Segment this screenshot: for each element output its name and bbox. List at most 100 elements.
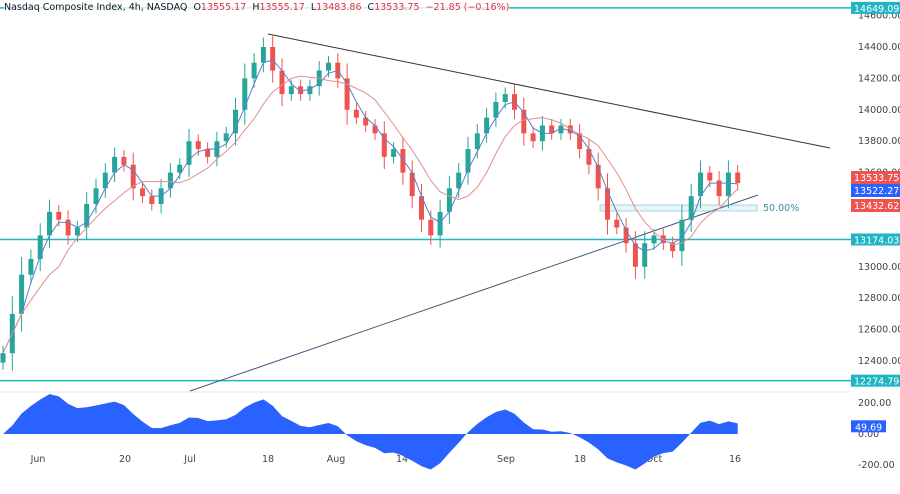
descending-trendline — [267, 33, 831, 149]
price-tag — [851, 184, 900, 197]
price-tick-label: 14000.00 — [858, 105, 900, 116]
candle-body — [298, 86, 304, 95]
price-tick-label: 13000.00 — [858, 262, 900, 273]
time-tick-label: 18 — [574, 454, 586, 465]
candle-body — [651, 235, 657, 244]
time-tick-label: 14 — [396, 454, 408, 465]
candle-body — [93, 188, 99, 204]
level-price-label: 14649.09 — [854, 4, 899, 15]
time-tick-label: Sep — [497, 454, 515, 465]
candle-body — [353, 109, 359, 118]
price-tick-label: 12400.00 — [858, 356, 900, 367]
time-tick-label: 20 — [119, 454, 131, 465]
candle-body — [530, 133, 536, 142]
price-tag — [851, 171, 900, 184]
chart-header: Nasdaq Composite Index, 4h, NASDAQ O1355… — [4, 2, 510, 13]
oscillator-histogram-area — [0, 394, 738, 470]
fib-retracement-zone — [599, 204, 758, 212]
candle-body — [623, 227, 629, 244]
candle-body — [409, 172, 415, 197]
candle-body — [586, 149, 592, 165]
fib-level-label: 50.00% — [763, 203, 799, 214]
price-tick-label: 14600.00 — [858, 11, 900, 22]
oscillator-tick-label: 200.00 — [858, 398, 891, 409]
candle-body — [372, 125, 378, 134]
candle-body — [698, 172, 703, 197]
candle-body — [493, 101, 499, 118]
time-tick-label: 18 — [262, 454, 274, 465]
ascending-trendline — [189, 194, 759, 392]
candle-body — [195, 141, 201, 150]
oscillator-tick-label: 0.00 — [858, 429, 879, 440]
candle-body — [428, 219, 434, 236]
candle-body — [437, 211, 443, 236]
candle-body — [521, 109, 527, 134]
level-price-tag — [851, 374, 900, 387]
candle-body — [65, 219, 71, 236]
candle-body — [632, 243, 638, 267]
candle-body — [205, 149, 211, 157]
open-value: 13555.17 — [200, 2, 247, 13]
candle-body — [130, 164, 136, 189]
candle-body — [614, 219, 620, 228]
candle-body — [474, 133, 480, 150]
candle-body — [391, 149, 397, 157]
candle-body — [140, 188, 145, 197]
slow-moving-average — [2, 75, 739, 354]
price-tick-label: 14200.00 — [858, 73, 900, 84]
candle-body — [484, 117, 490, 134]
candle-body — [642, 243, 648, 267]
candle-body — [84, 204, 90, 228]
time-tick-label: Oct — [646, 454, 663, 465]
candle-body — [270, 47, 276, 71]
level-price-tag — [851, 233, 900, 246]
price-tag-label: 13533.75 — [854, 173, 899, 184]
close-value: 13533.75 — [374, 2, 420, 13]
candle-body — [74, 227, 80, 236]
oscillator-value-label: 49.69 — [855, 422, 882, 433]
candle-body — [716, 180, 722, 197]
candle-body — [670, 243, 676, 252]
symbol-title: Nasdaq Composite Index, 4h, NASDAQ — [4, 2, 188, 13]
candle-body — [177, 164, 183, 173]
candle-body — [707, 172, 713, 181]
candle-body — [446, 188, 452, 212]
candle-body — [595, 164, 601, 189]
change-value: −21.85 (−0.16%) — [425, 2, 510, 13]
candle-body — [605, 188, 610, 220]
time-tick-label: Jun — [30, 454, 46, 465]
candle-body — [223, 133, 229, 142]
candle-body — [456, 172, 462, 189]
candle-body — [37, 235, 43, 259]
high-value: 13555.17 — [259, 2, 305, 13]
price-tag-label: 13432.62 — [854, 201, 899, 212]
candle-body — [400, 149, 406, 173]
candle-body — [381, 133, 387, 157]
time-tick-label: Jul — [183, 454, 195, 465]
candle-body — [344, 78, 350, 110]
price-tick-label: 12600.00 — [858, 325, 900, 336]
price-tag-label: 13522.27 — [854, 186, 899, 197]
candle-body — [549, 125, 555, 134]
candle-body — [233, 109, 238, 134]
candle-body — [465, 149, 471, 173]
fast-moving-average — [2, 59, 738, 354]
candle-body — [725, 172, 731, 197]
candle-body — [260, 47, 266, 63]
candle-body — [279, 70, 285, 95]
candle-body — [688, 196, 694, 220]
candle-body — [502, 94, 508, 102]
price-tag — [851, 199, 900, 212]
candle-body — [577, 133, 583, 150]
candle-body — [0, 353, 6, 363]
level-price-label: 13174.03 — [854, 235, 899, 246]
candle-body — [47, 211, 52, 236]
candle-body — [102, 172, 108, 189]
candle-body — [363, 117, 369, 126]
candle-body — [112, 156, 118, 173]
candle-body — [326, 62, 331, 71]
oscillator-tick-label: -200.00 — [858, 460, 895, 471]
candle-body — [186, 141, 192, 165]
candle-body — [307, 86, 313, 95]
